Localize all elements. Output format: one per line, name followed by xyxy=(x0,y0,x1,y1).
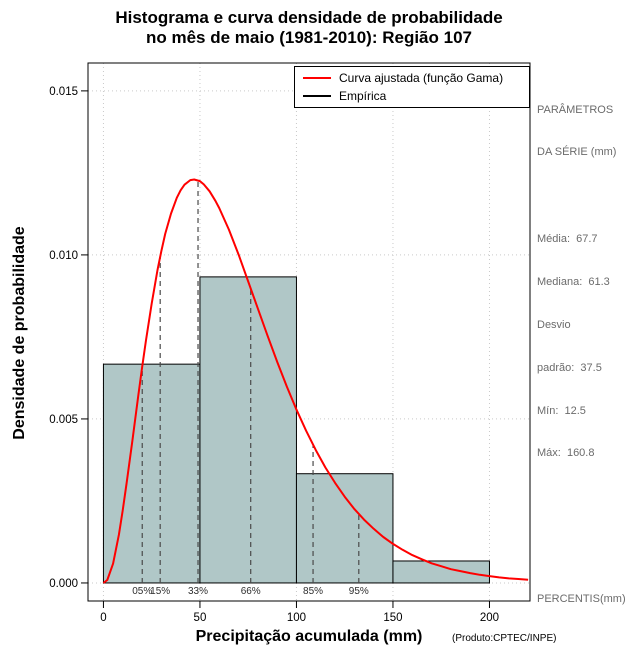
params-block: Média: 67.7 Mediana: 61.3 Desvio padrão:… xyxy=(537,203,640,489)
params-title-line1: PARÂMETROS xyxy=(537,103,614,116)
histogram-bar xyxy=(295,473,394,584)
y-tick-label: 0.000 xyxy=(49,578,78,590)
stat-desvio-line2: padrão: 37.5 xyxy=(537,361,602,374)
legend-label-gamma: Curva ajustada (função Gama) xyxy=(339,71,504,85)
y-tick-label: 0.015 xyxy=(49,86,78,98)
percentile-label: 15% xyxy=(150,586,170,597)
x-axis-label: Precipitação acumulada (mm) xyxy=(195,628,423,645)
x-tick-label: 100 xyxy=(287,612,306,624)
black-line-swatch-icon xyxy=(303,95,331,97)
histogram-bar xyxy=(392,560,490,584)
histogram-bar xyxy=(199,276,297,584)
red-line-swatch-icon xyxy=(303,77,331,79)
percentis-block: 05% - 20.1 15% - 29.4 33% - 49.0 66% - 7… xyxy=(537,648,640,660)
y-tick-label: 0.010 xyxy=(49,250,78,262)
chart-title-line1: Histograma e curva densidade de probabil… xyxy=(115,8,503,27)
percentile-label: 66% xyxy=(241,586,261,597)
stats-panel: PARÂMETROS DA SÉRIE (mm) Média: 67.7 Med… xyxy=(537,74,640,660)
stat-desvio-line1: Desvio xyxy=(537,318,571,331)
source-note: (Produto:CPTEC/INPE) xyxy=(452,633,557,644)
legend-item-empirica: Empírica xyxy=(303,89,521,103)
stat-media: Média: 67.7 xyxy=(537,232,598,245)
stat-mediana: Mediana: 61.3 xyxy=(537,275,610,288)
y-tick-label: 0.005 xyxy=(49,414,78,426)
x-tick-label: 150 xyxy=(383,612,402,624)
plot-frame xyxy=(87,62,531,602)
x-tick-label: 200 xyxy=(480,612,499,624)
x-tick-label: 0 xyxy=(100,612,106,624)
chart-title: Histograma e curva densidade de probabil… xyxy=(0,8,618,48)
legend-item-gamma-curve: Curva ajustada (função Gama) xyxy=(303,71,521,85)
percentile-label: 33% xyxy=(188,586,208,597)
params-title-line2: DA SÉRIE (mm) xyxy=(537,146,617,159)
legend: Curva ajustada (função Gama) Empírica xyxy=(294,66,530,108)
percentis-title: PERCENTIS(mm) xyxy=(537,592,626,605)
gamma-curve xyxy=(102,178,529,584)
percentile-label: 05% xyxy=(132,586,152,597)
stat-min: Mín: 12.5 xyxy=(537,404,586,417)
chart-title-line2: no mês de maio (1981-2010): Região 107 xyxy=(146,28,472,47)
x-tick-label: 50 xyxy=(194,612,207,624)
stat-max: Máx: 160.8 xyxy=(537,447,595,460)
y-axis-label: Densidade de probabilidade xyxy=(11,226,28,440)
percentile-label: 95% xyxy=(349,586,369,597)
legend-label-empirica: Empírica xyxy=(339,89,387,103)
histogram-bar xyxy=(102,363,201,584)
percentile-label: 85% xyxy=(303,586,323,597)
